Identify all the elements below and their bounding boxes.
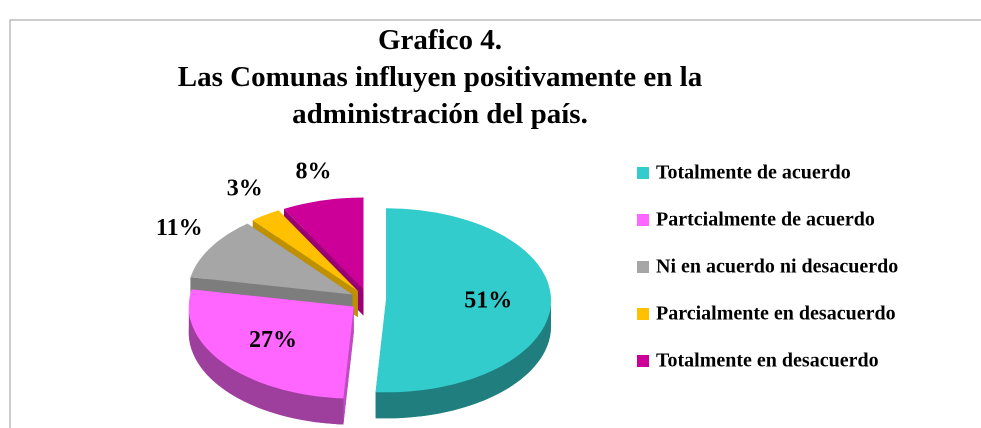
chart-border — [9, 19, 981, 428]
legend-swatch — [637, 214, 649, 226]
slice-wall — [188, 306, 344, 425]
titles: Grafico 4. Las Comunas influyen positiva… — [130, 22, 750, 133]
legend-label: Ni en acuerdo ni desacuerdo — [656, 256, 898, 278]
slice-side — [343, 306, 354, 425]
slice — [190, 223, 353, 295]
chart-title: Grafico 4. — [377, 24, 502, 56]
slice — [284, 197, 364, 290]
legend-label: Partcialmente de acuerdo — [656, 209, 875, 231]
legend-label: Parcialmente en desacuerdo — [656, 303, 896, 325]
slice — [375, 208, 551, 393]
data-label: 8% — [295, 158, 331, 184]
slice-wall — [375, 300, 551, 419]
data-label: 3% — [227, 176, 263, 202]
slice — [188, 289, 354, 399]
data-label: 51% — [464, 288, 512, 314]
data-label: 27% — [249, 327, 297, 353]
data-label: 11% — [156, 215, 203, 241]
slice — [252, 210, 358, 292]
legend-swatch — [637, 261, 649, 273]
legend-swatch — [637, 167, 649, 179]
chart-subtitle: Las Comunas influyen positivamente en la… — [177, 61, 703, 130]
legend-swatch — [637, 308, 649, 320]
legend-swatch — [637, 355, 649, 367]
legend-label: Totalmente en desacuerdo — [656, 350, 879, 372]
legend-label: Totalmente de acuerdo — [656, 162, 851, 184]
